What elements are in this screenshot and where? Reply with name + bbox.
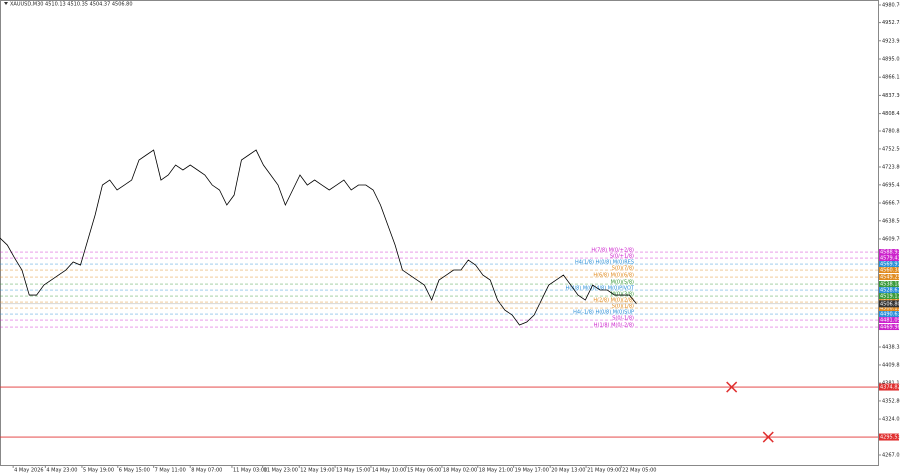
- level-label: H4(1/8) H(0/8) M(0)RES: [575, 260, 634, 266]
- x-tick-label: 20 May 13:00: [551, 468, 585, 474]
- y-tick-label: 4609.70: [882, 236, 900, 242]
- x-tick-label: 22 May 05:00: [622, 468, 656, 474]
- x-tick-label: 18 May 21:00: [479, 468, 513, 474]
- y-tick-label: 4352.80: [882, 398, 900, 404]
- y-tick-label: 4952.75: [882, 20, 900, 26]
- price-box-label: 4528.67: [880, 288, 900, 294]
- cross-marker: [726, 381, 738, 393]
- level-label: S(0)(7/8): [612, 266, 634, 272]
- y-tick-label: 4980.70: [882, 2, 900, 8]
- chart-title: XAUUSD,M30 4510.13 4510.35 4504.37 4506.…: [10, 2, 133, 8]
- x-tick-label: 19 May 17:00: [515, 468, 549, 474]
- price-box-label: 4549.29: [880, 275, 900, 281]
- price-box: [879, 281, 899, 288]
- price-box: [879, 274, 899, 281]
- level-label: H(1/8) M(0/-2/8): [594, 323, 634, 329]
- level-label: M(0)(5/8): [611, 280, 634, 286]
- price-box-label: 4481.09: [880, 318, 900, 324]
- symbol-icon: [4, 2, 8, 5]
- x-tick-label: 6 May 15:00: [119, 468, 150, 474]
- x-tick-label: 4 May 2026: [14, 468, 43, 474]
- y-tick-label: 4267.05: [882, 453, 900, 459]
- cross-marker: [762, 431, 774, 443]
- y-tick-label: 4780.85: [882, 129, 900, 135]
- y-tick-label: 4866.15: [882, 75, 900, 81]
- x-tick-label: 15 May 06:00: [407, 468, 441, 474]
- y-tick-label: 4752.50: [882, 146, 900, 152]
- y-tick-label: 4666.70: [882, 200, 900, 206]
- price-box-label: 4519.17: [880, 294, 900, 300]
- price-box-label: 4560.38: [880, 268, 900, 274]
- x-tick-label: 14 May 10:00: [372, 468, 406, 474]
- price-box-label: 4295.53: [880, 435, 900, 441]
- y-tick-label: 4895.05: [882, 56, 900, 62]
- price-box: [879, 383, 899, 391]
- price-line: [0, 149, 637, 326]
- level-label: H(7/8) M(0/+2/8): [591, 248, 634, 254]
- y-tick-label: 4723.80: [882, 164, 900, 170]
- price-box-label: 4374.82: [880, 385, 900, 391]
- price-box: [879, 261, 899, 268]
- price-box: [879, 249, 899, 256]
- price-box: [879, 300, 899, 308]
- level-label: S(0/-1/8): [612, 316, 634, 322]
- level-label: M(0)(3/8): [611, 292, 634, 298]
- level-label: S(0)(1/8): [612, 304, 634, 310]
- y-tick-label: 4695.45: [882, 182, 900, 188]
- y-tick-label: 4923.95: [882, 38, 900, 44]
- price-box: [879, 305, 899, 312]
- price-box: [879, 433, 899, 441]
- x-tick-label: 11 May 03:00: [233, 468, 267, 474]
- price-box: [879, 287, 899, 294]
- x-tick-label: 18 May 02:00: [443, 468, 477, 474]
- y-tick-label: 4808.45: [882, 111, 900, 117]
- price-box: [879, 255, 899, 262]
- x-tick-label: 7 May 11:00: [155, 468, 186, 474]
- price-box-label: 4490.63: [880, 312, 900, 318]
- x-tick-label: 5 May 19:00: [83, 468, 114, 474]
- y-tick-label: 4409.85: [882, 362, 900, 368]
- price-box-label: 4506.80: [880, 301, 900, 307]
- x-tick-label: 4 May 23:00: [46, 468, 77, 474]
- level-label: S(0/+1/8): [610, 254, 634, 260]
- level-label: H(2/8) M(0)(2/8): [593, 298, 634, 304]
- price-box-label: 4588.93: [880, 250, 900, 256]
- price-box-label: 4538.18: [880, 282, 900, 288]
- x-tick-label: 13 May 15:00: [336, 468, 370, 474]
- price-box: [879, 267, 899, 274]
- price-box-label: 4579.41: [880, 256, 900, 262]
- price-box: [879, 324, 899, 331]
- plot-area: [0, 0, 879, 466]
- y-tick-label: 4638.50: [882, 218, 900, 224]
- price-box-label: 4500.11: [880, 306, 900, 312]
- price-box: [879, 311, 899, 318]
- price-box: [879, 293, 899, 300]
- y-tick-label: 4438.35: [882, 344, 900, 350]
- level-label: H(4/8) M(0)(4/8) M(0)PIVOT: [566, 286, 635, 292]
- x-tick-label: 11 May 23:00: [264, 468, 298, 474]
- price-box-label: 4569.91: [880, 262, 900, 268]
- price-box-label: 4469.98: [880, 325, 900, 331]
- x-tick-label: 12 May 19:00: [300, 468, 334, 474]
- level-label: H4(-1/8) H(0/8) M(0)SUP: [573, 310, 634, 316]
- x-tick-label: 21 May 09:00: [587, 468, 621, 474]
- y-tick-label: 4837.30: [882, 93, 900, 99]
- x-tick-label: 8 May 07:00: [191, 468, 222, 474]
- y-tick-label: 4324.05: [882, 417, 900, 423]
- level-label: H(6/8) M(0)(6/8): [593, 273, 634, 279]
- price-box: [879, 317, 899, 324]
